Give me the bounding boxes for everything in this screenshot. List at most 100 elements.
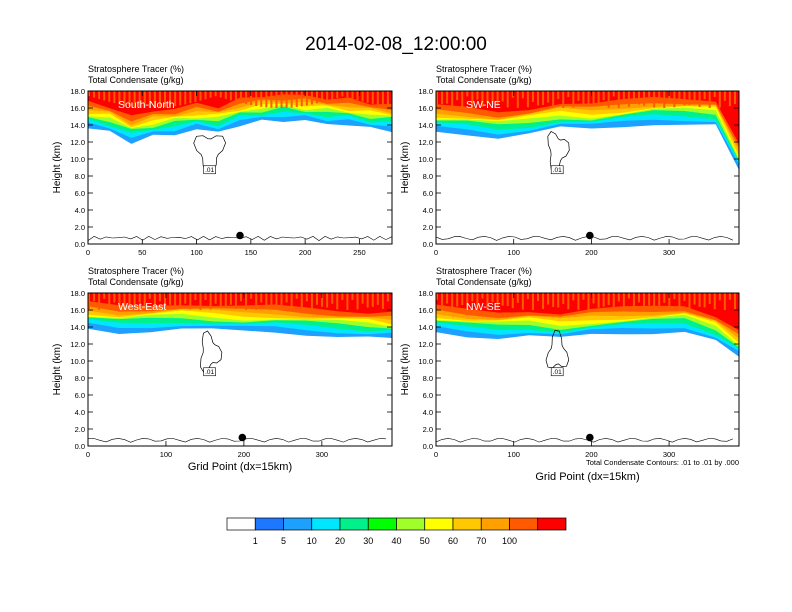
tracer-streak xyxy=(587,293,590,310)
tracer-streak xyxy=(622,91,625,100)
location-marker xyxy=(586,231,594,240)
tracer-streak xyxy=(506,91,509,108)
plot-frame xyxy=(87,90,393,245)
tracer-streak xyxy=(189,91,192,104)
tracer-streak xyxy=(552,293,555,307)
panel-label: SW-NE xyxy=(466,99,501,111)
tracer-streak xyxy=(280,293,283,309)
x-tick-label: 100 xyxy=(190,248,203,257)
tracer-streak xyxy=(456,91,459,101)
colorbar-swatch xyxy=(367,517,397,531)
contour-label: .01 xyxy=(205,167,214,174)
tracer-streak xyxy=(143,91,146,108)
tracer-streak xyxy=(461,91,464,108)
tracer-streak xyxy=(290,293,293,310)
tracer-streak xyxy=(138,91,141,108)
tracer-streak xyxy=(255,293,258,310)
plot-frame xyxy=(435,90,740,245)
panel-title-line: Total Condensate (g/kg) xyxy=(88,75,184,85)
y-tick-label: 2.0 xyxy=(423,223,433,232)
condensate-contour xyxy=(545,330,570,369)
tracer-streak xyxy=(93,293,96,302)
tracer-streak xyxy=(245,293,248,310)
tracer-streak xyxy=(511,91,514,98)
tracer-streak xyxy=(255,91,258,107)
condensate-contour xyxy=(193,135,226,173)
tracer-streak xyxy=(133,91,136,107)
y-tick-label: 2.0 xyxy=(75,425,85,434)
tracer-streak xyxy=(643,293,646,309)
y-tick-label: 6.0 xyxy=(75,391,85,400)
tracer-streak xyxy=(103,293,106,299)
tracer-streak xyxy=(214,293,217,304)
tracer-streak xyxy=(602,293,605,307)
tracer-streak xyxy=(234,91,237,102)
tracer-streak xyxy=(466,293,469,309)
x-tick-label: 200 xyxy=(238,450,251,459)
tracer-streak xyxy=(229,293,232,305)
colorbar-label: 20 xyxy=(335,536,345,546)
tracer-streak xyxy=(597,91,600,107)
tracer-streak xyxy=(451,91,454,107)
contour-label: .01 xyxy=(553,369,562,376)
tracer-streak xyxy=(703,293,706,308)
tracer-streak xyxy=(663,293,666,303)
tracer-streak xyxy=(688,91,691,105)
tracer-streak xyxy=(496,91,499,106)
tracer-streak xyxy=(723,91,726,101)
tracer-streak xyxy=(199,293,202,310)
colorbar-swatch xyxy=(452,517,482,531)
tracer-streak xyxy=(356,293,359,310)
tracer-streak xyxy=(148,293,151,299)
x-tick-label: 0 xyxy=(86,248,90,257)
y-tick-label: 0.0 xyxy=(423,442,433,451)
tracer-streak xyxy=(476,91,479,100)
tracer-streak xyxy=(113,293,116,303)
y-tick-label: 8.0 xyxy=(75,172,85,181)
tracer-streak xyxy=(265,91,268,108)
y-tick-label: 10.0 xyxy=(70,155,85,164)
tracer-streak xyxy=(557,293,560,308)
x-tick-label: 0 xyxy=(434,450,438,459)
tracer-streak xyxy=(542,293,545,310)
colorbar-label: 50 xyxy=(420,536,430,546)
tracer-streak xyxy=(516,91,519,108)
tracer-streak xyxy=(98,91,101,100)
tracer-streak xyxy=(592,293,595,304)
y-tick-label: 0.0 xyxy=(75,442,85,451)
tracer-streak xyxy=(521,293,524,310)
tracer-streak xyxy=(346,91,349,98)
y-axis-label: Height (km) xyxy=(400,142,411,194)
tracer-streak xyxy=(526,91,529,108)
tracer-streak xyxy=(648,293,651,306)
x-tick-label: 200 xyxy=(585,248,598,257)
tracer-streak xyxy=(486,91,489,104)
tracer-streak xyxy=(300,293,303,310)
tracer-streak xyxy=(531,91,534,102)
contour-footnote: Total Condensate Contours: .01 to .01 by… xyxy=(586,458,739,467)
tracer-streak xyxy=(316,91,318,104)
tracer-streak xyxy=(708,91,711,108)
tracer-streak xyxy=(321,293,324,307)
colorbar: 1 5 10 20 30 40 50 60 70 100 xyxy=(226,517,567,546)
y-tick-label: 8.0 xyxy=(423,374,433,383)
panel-title-line: Stratosphere Tracer (%) xyxy=(88,64,184,74)
contour-label-box xyxy=(550,165,564,175)
tracer-streak xyxy=(250,91,253,106)
tracer-streak xyxy=(703,91,706,100)
tracer-streak xyxy=(728,91,731,107)
tracer-streak xyxy=(179,293,182,308)
y-tick-label: 4.0 xyxy=(75,408,85,417)
y-tick-label: 12.0 xyxy=(70,138,85,147)
tracer-streak xyxy=(693,91,696,103)
panel-title-line: Stratosphere Tracer (%) xyxy=(436,64,532,74)
tracer-streak xyxy=(128,293,131,306)
tracer-streak xyxy=(531,293,534,310)
tracer-streak xyxy=(204,293,207,301)
tracer-streak xyxy=(174,91,177,107)
tracer-streak xyxy=(214,91,217,97)
colorbar-swatch xyxy=(226,517,256,531)
tracer-streak xyxy=(108,91,111,102)
tracer-streak xyxy=(158,91,161,108)
tracer-streak xyxy=(607,293,610,306)
